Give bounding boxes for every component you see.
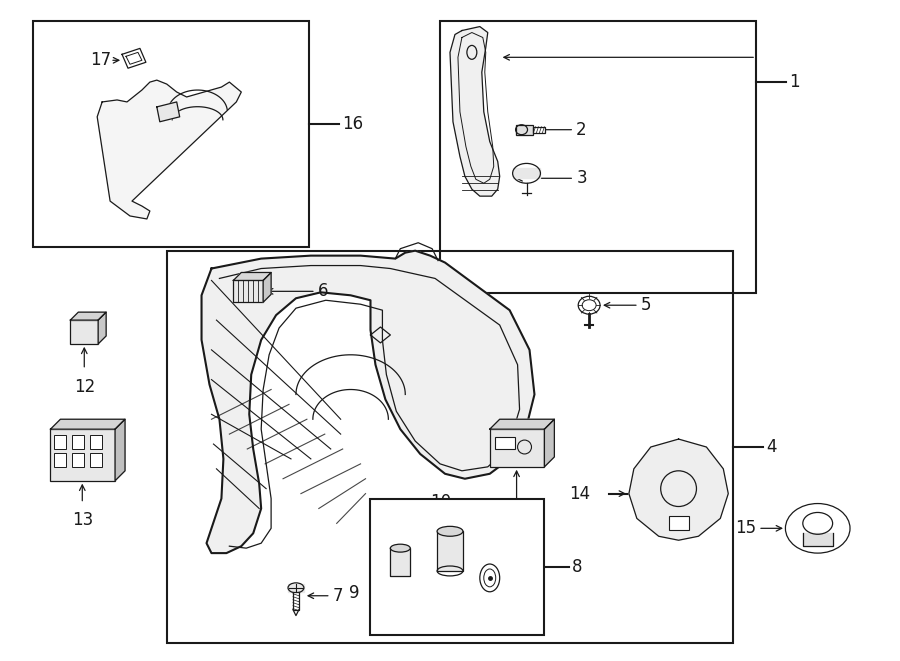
Polygon shape	[50, 419, 125, 429]
Polygon shape	[98, 312, 106, 344]
Polygon shape	[803, 533, 833, 546]
Text: 17: 17	[90, 52, 112, 69]
Text: 14: 14	[570, 485, 590, 502]
Bar	[437, 531, 463, 571]
Text: 11: 11	[519, 514, 541, 531]
Bar	[516, 125, 534, 135]
Bar	[490, 429, 544, 467]
Text: 13: 13	[72, 512, 93, 529]
Polygon shape	[233, 272, 271, 280]
Bar	[55, 453, 67, 467]
Bar	[55, 435, 67, 449]
Bar	[669, 516, 689, 530]
Bar	[293, 592, 299, 609]
Text: 4: 4	[766, 438, 777, 456]
Polygon shape	[202, 251, 535, 553]
Text: 2: 2	[576, 121, 587, 139]
Bar	[534, 127, 545, 133]
Polygon shape	[391, 548, 410, 576]
Polygon shape	[513, 169, 540, 178]
Text: 3: 3	[576, 169, 587, 187]
Polygon shape	[70, 312, 106, 320]
Polygon shape	[97, 80, 241, 219]
Polygon shape	[629, 439, 728, 540]
Polygon shape	[516, 125, 527, 135]
Text: 8: 8	[572, 558, 582, 576]
Bar	[50, 429, 115, 481]
Bar	[166, 251, 733, 643]
Polygon shape	[450, 26, 500, 196]
Polygon shape	[157, 102, 180, 122]
Bar	[70, 320, 98, 344]
Bar	[90, 453, 103, 467]
Bar	[72, 435, 85, 449]
Bar	[233, 280, 263, 302]
Text: 12: 12	[74, 377, 94, 395]
Bar	[90, 435, 103, 449]
Polygon shape	[263, 272, 271, 302]
Polygon shape	[115, 419, 125, 481]
Polygon shape	[122, 48, 146, 68]
Bar	[371, 498, 544, 635]
Bar	[440, 20, 756, 293]
Ellipse shape	[391, 544, 410, 552]
Polygon shape	[544, 419, 554, 467]
Bar	[495, 437, 515, 449]
Bar	[32, 20, 309, 247]
Text: 15: 15	[735, 520, 756, 537]
Bar	[72, 453, 85, 467]
Ellipse shape	[437, 526, 463, 536]
Text: 6: 6	[318, 282, 328, 300]
Text: 5: 5	[641, 296, 652, 314]
Text: 9: 9	[348, 584, 359, 602]
Text: 16: 16	[342, 115, 363, 133]
Text: 10: 10	[430, 494, 451, 512]
Polygon shape	[288, 584, 304, 592]
Polygon shape	[490, 419, 554, 429]
Text: 1: 1	[789, 73, 799, 91]
Text: 7: 7	[333, 587, 343, 605]
